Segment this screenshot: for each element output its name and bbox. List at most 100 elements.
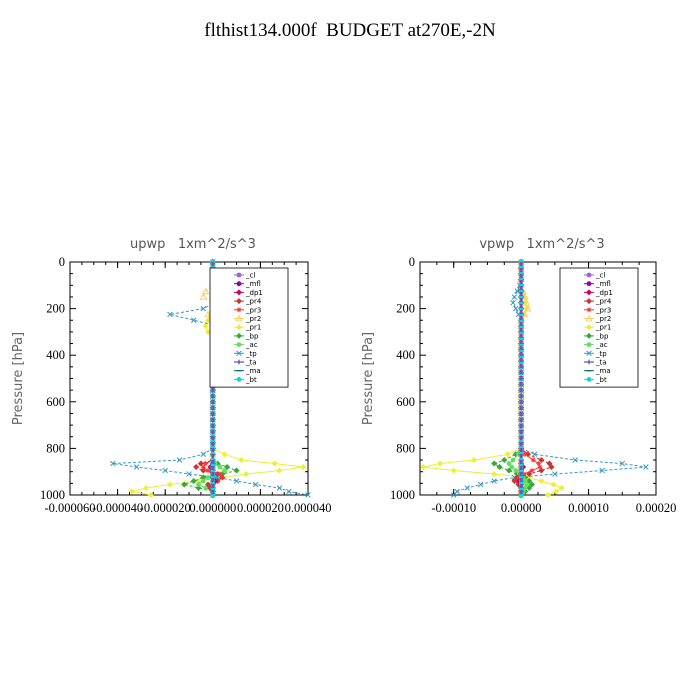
legend-label-ac: _ac: [245, 341, 258, 349]
legend-label-bp: _bp: [595, 332, 609, 340]
data-point-ac: [510, 457, 516, 463]
data-point-pr3: [217, 471, 223, 477]
data-point-pr3: [205, 468, 211, 473]
data-point-pr2: [202, 287, 210, 294]
legend-label-dp1: _dp1: [595, 289, 613, 297]
data-point-pr1: [470, 457, 477, 464]
legend-marker-cl: [236, 272, 242, 278]
data-point-pr3: [200, 464, 206, 470]
x-tick-label: 0.00020: [636, 501, 677, 515]
data-point-pr1: [550, 481, 557, 488]
data-point-pr3: [522, 451, 528, 457]
x-tick-label: -0.00010: [431, 501, 476, 515]
data-point-tp: [167, 311, 173, 318]
data-point-pr1: [128, 488, 135, 495]
data-point-ac: [196, 482, 201, 487]
y-axis-label: Pressure [hPa]: [361, 332, 376, 425]
data-point-pr1: [300, 464, 307, 471]
legend-box: [209, 267, 289, 388]
data-point-pr3: [537, 464, 543, 470]
chart-panel-1: upwp 1xm^2/s^3 Pressure [hPa] 0 200 400 600 80…: [11, 237, 331, 515]
legend-marker-pr2: [585, 314, 593, 322]
data-point-pr1: [271, 460, 278, 467]
legend-label-ma: _ma: [595, 367, 611, 375]
data-point-pr3: [219, 475, 225, 480]
data-point-tp: [512, 305, 519, 312]
data-point-pr4: [548, 464, 555, 471]
legend-label-pr2: _pr2: [245, 315, 261, 323]
data-point-tp: [162, 467, 168, 474]
data-point-pr2: [204, 310, 212, 318]
legend-label-pr4: _pr4: [595, 298, 612, 306]
legend-label-tp: _tp: [245, 350, 257, 358]
data-point-pr1: [205, 328, 212, 335]
legend: _cl_mfl_dp1_pr4_pr3_pr2_pr1_bp_ac_tp_ta_…: [209, 267, 289, 388]
data-point-tp: [286, 488, 292, 495]
data-point-tp: [477, 481, 484, 488]
legend-label-ta: _ta: [245, 359, 257, 367]
x-tick-label: 0.000020: [237, 501, 284, 515]
data-point-ac: [509, 464, 515, 470]
legend-label-bt: _bt: [595, 376, 607, 384]
data-point-ac: [205, 475, 211, 480]
x-tick-label: 0.00010: [568, 501, 609, 515]
data-point-pr1: [147, 492, 154, 498]
y-axis-label: Pressure [hPa]: [11, 332, 26, 425]
legend-label-bt: _bt: [245, 376, 257, 384]
legend-label-pr3: _pr3: [245, 306, 261, 314]
legend-label-mfl: _mfl: [245, 280, 261, 288]
data-point-bp: [496, 464, 503, 471]
legend: _cl_mfl_dp1_pr4_pr3_pr2_pr1_bp_ac_tp_ta_…: [559, 267, 639, 388]
data-point-tp: [233, 478, 240, 484]
legend-marker-bp: [236, 332, 242, 339]
y-tick-label: 1000: [40, 488, 65, 502]
legend-label-bp: _bp: [245, 332, 259, 340]
legend-marker-ac: [236, 342, 242, 347]
data-point-tp: [110, 460, 116, 467]
x-tick-label: 0.000040: [285, 501, 332, 515]
y-tick-label: 0: [59, 255, 65, 269]
data-point-pr2: [524, 304, 532, 312]
legend-marker-dp1: [236, 289, 242, 296]
legend-marker-cl: [586, 272, 592, 278]
data-point-tp: [572, 457, 578, 463]
legend-label-dp1: _dp1: [245, 289, 263, 297]
data-point-tp: [200, 451, 207, 457]
data-point-pr1: [221, 451, 228, 458]
data-point-bp: [491, 460, 498, 467]
legend-label-cl: _cl: [595, 272, 605, 280]
data-point-tp: [305, 492, 311, 498]
legend-marker-ac: [586, 342, 592, 347]
legend-marker-pr1: [586, 324, 592, 331]
data-point-ac: [222, 468, 228, 473]
data-point-ac: [217, 464, 223, 470]
data-point-pr1: [553, 488, 560, 495]
legend-label-pr1: _pr1: [595, 324, 611, 332]
legend-marker-pr1: [236, 324, 242, 331]
data-point-bp: [190, 478, 197, 485]
data-point-pr1: [491, 471, 498, 478]
data-point-tp: [200, 305, 207, 312]
legend-label-pr1: _pr1: [245, 324, 261, 332]
data-point-tp: [276, 485, 283, 491]
data-point-pr1: [437, 460, 444, 467]
chart-panel-2: vpwp 1xm^2/s^3 Pressure [hPa] 0 200 400 600 80…: [361, 237, 676, 515]
legend-label-cl: _cl: [245, 272, 255, 280]
panel-title: vpwp 1xm^2/s^3: [479, 237, 604, 252]
data-point-tp: [619, 460, 626, 467]
y-tick-label: 1000: [390, 488, 415, 502]
data-point-pr1: [143, 485, 150, 492]
data-point-tp: [464, 485, 470, 491]
legend-marker-tp: [236, 350, 242, 357]
data-point-bp: [506, 467, 513, 474]
data-point-pr3: [529, 468, 535, 473]
data-point-tp: [510, 300, 516, 306]
data-point-pr2: [199, 293, 207, 300]
legend-marker-mfl: [236, 281, 242, 287]
y-tick-label: 800: [396, 441, 415, 455]
y-tick-label: 800: [46, 441, 65, 455]
data-point-pr1: [202, 323, 209, 330]
data-point-tp: [552, 471, 558, 477]
legend-label-tp: _tp: [595, 350, 607, 358]
